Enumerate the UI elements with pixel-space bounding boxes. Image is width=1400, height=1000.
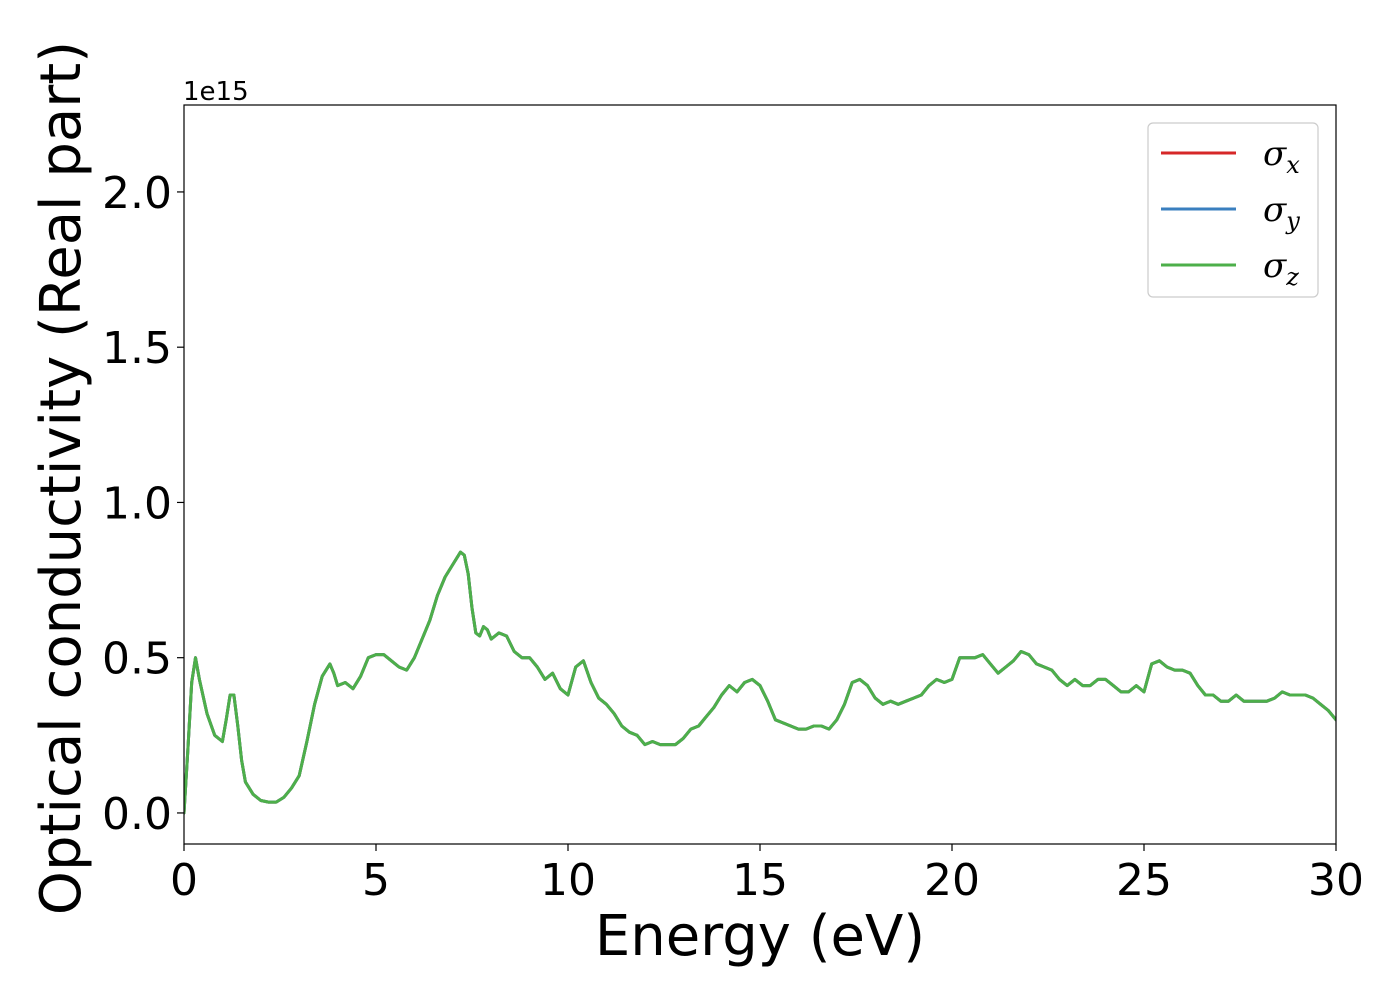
x-tick-label: 15 — [732, 855, 788, 906]
y-tick-label: 1.0 — [102, 478, 172, 529]
y-tick-label: 0.0 — [102, 789, 172, 840]
y-tick-label: 2.0 — [102, 168, 172, 219]
x-tick-label: 5 — [362, 855, 390, 906]
legend-label-z: σz — [1263, 246, 1299, 291]
legend-label-y: σy — [1263, 190, 1300, 235]
series-layer — [184, 550, 1336, 815]
x-tick-label: 20 — [924, 855, 980, 906]
legend-label-x: σx — [1263, 134, 1300, 179]
y-tick-label: 0.5 — [102, 634, 172, 685]
y-tick-label: 1.5 — [102, 323, 172, 374]
ticks-layer: 0 5 10 15 20 25 30 0.0 0.5 1.0 1.5 2.0 — [102, 168, 1364, 906]
y-axis-label: Optical conductivity (Real part) — [29, 41, 94, 915]
series-line-z — [184, 550, 1336, 815]
legend: σx σy σz — [1147, 122, 1319, 298]
y-offset-label: 1e15 — [183, 77, 249, 107]
x-tick-label: 10 — [540, 855, 596, 906]
x-tick-label: 25 — [1116, 855, 1172, 906]
x-tick-label: 30 — [1308, 855, 1364, 906]
x-tick-label: 0 — [170, 855, 198, 906]
x-axis-label: Energy (eV) — [595, 904, 925, 969]
